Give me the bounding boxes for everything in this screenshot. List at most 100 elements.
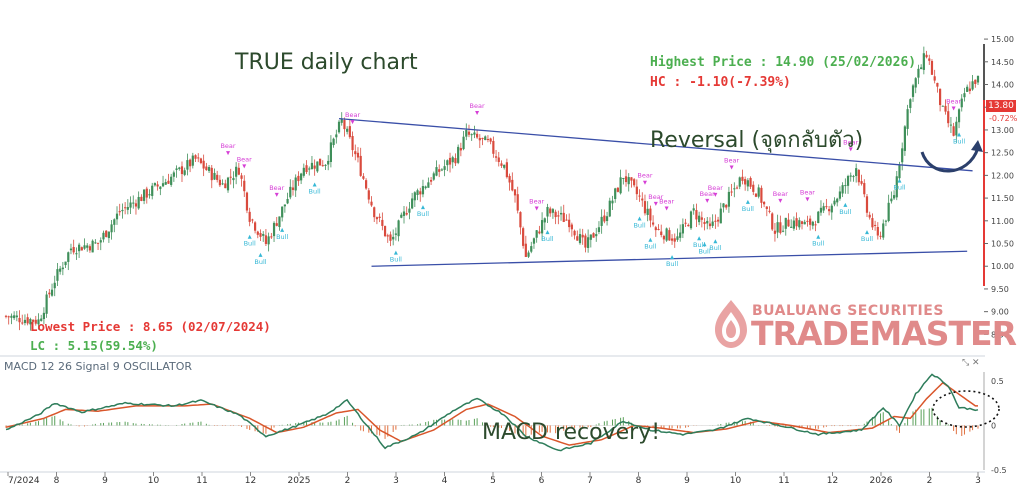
candle-body bbox=[654, 227, 657, 231]
candle-body bbox=[976, 75, 980, 83]
bull-arrow-icon bbox=[697, 236, 702, 241]
candle-body bbox=[389, 234, 392, 241]
candle-body bbox=[186, 160, 189, 170]
candle-body bbox=[944, 105, 947, 112]
candle-body bbox=[118, 211, 121, 213]
candle-body bbox=[294, 177, 297, 191]
candle-body bbox=[210, 167, 213, 181]
candle-body bbox=[351, 136, 354, 151]
candle-body bbox=[562, 212, 565, 222]
candle-body bbox=[50, 289, 54, 296]
candle-body bbox=[798, 220, 801, 228]
candle-body bbox=[86, 245, 89, 248]
candle-body bbox=[289, 186, 292, 198]
candle-body bbox=[145, 188, 148, 198]
candle-body bbox=[819, 207, 823, 213]
bear-signal-label: Bear bbox=[648, 193, 663, 201]
last-price-tag: 13.80 bbox=[986, 100, 1016, 112]
candle-body bbox=[465, 129, 468, 137]
bear-arrow-icon bbox=[778, 198, 783, 203]
candle-body bbox=[641, 198, 644, 201]
candle-body bbox=[21, 322, 24, 324]
candle-body bbox=[18, 317, 21, 323]
bear-arrow-icon bbox=[729, 165, 734, 170]
bull-signal-label: Bull bbox=[861, 235, 873, 243]
candle-body bbox=[592, 233, 595, 238]
candle-body bbox=[161, 183, 165, 187]
bull-signal-label: Bull bbox=[633, 222, 645, 230]
candle-body bbox=[738, 177, 741, 187]
candle-body bbox=[974, 79, 977, 84]
macd-tick-label: 0.5 bbox=[991, 377, 1004, 386]
candle-body bbox=[698, 215, 701, 223]
candle-body bbox=[362, 176, 365, 179]
candle-body bbox=[860, 181, 863, 184]
candle-body bbox=[243, 180, 246, 192]
bear-signal-label: Bear bbox=[269, 184, 284, 192]
bull-signal-label: Bull bbox=[709, 244, 721, 252]
candle-body bbox=[795, 218, 798, 227]
candle-body bbox=[898, 164, 901, 179]
bull-signal-label: Bull bbox=[244, 240, 256, 248]
panel-controls-icon[interactable]: ⤡ ✕ bbox=[962, 358, 980, 368]
bear-signal-label: Bear bbox=[529, 197, 544, 205]
candle-body bbox=[443, 166, 446, 170]
candle-body bbox=[370, 201, 373, 206]
candle-body bbox=[643, 201, 647, 214]
price-tick-label: 14.00 bbox=[991, 81, 1014, 90]
macd-legend: MACD 12 26 Signal 9 OSCILLATOR bbox=[4, 360, 193, 373]
candle-body bbox=[955, 121, 958, 136]
candle-body bbox=[170, 176, 173, 185]
candle-body bbox=[784, 217, 787, 229]
candle-body bbox=[462, 136, 465, 150]
candle-body bbox=[99, 240, 102, 243]
candle-body bbox=[600, 216, 603, 226]
candle-body bbox=[48, 292, 51, 295]
candle-body bbox=[581, 234, 584, 238]
candle-body bbox=[354, 151, 357, 155]
candle-body bbox=[378, 216, 381, 218]
candle-body bbox=[419, 191, 422, 195]
candle-body bbox=[679, 232, 682, 238]
candle-body bbox=[890, 198, 893, 202]
candle-body bbox=[660, 231, 663, 236]
candle-body bbox=[787, 219, 790, 227]
candle-body bbox=[776, 222, 779, 233]
candle-body bbox=[337, 121, 341, 133]
x-tick-label: 3 bbox=[975, 476, 981, 486]
candle-body bbox=[627, 177, 630, 185]
bull-arrow-icon bbox=[637, 216, 642, 221]
bear-arrow-icon bbox=[475, 111, 480, 116]
candle-body bbox=[584, 235, 587, 248]
candle-body bbox=[700, 217, 703, 220]
candle-body bbox=[148, 194, 151, 196]
candle-body bbox=[42, 312, 46, 320]
candle-body bbox=[649, 208, 652, 221]
price-tick-label: 9.00 bbox=[991, 308, 1009, 317]
candle-body bbox=[262, 234, 265, 236]
candle-body bbox=[297, 175, 300, 182]
candle-body bbox=[470, 134, 473, 136]
candle-body bbox=[316, 161, 319, 172]
x-tick-label: 2 bbox=[927, 476, 933, 486]
candle-body bbox=[489, 138, 492, 142]
candle-body bbox=[730, 191, 733, 193]
bear-arrow-icon bbox=[226, 151, 231, 156]
candle-body bbox=[381, 219, 384, 226]
candle-body bbox=[31, 319, 35, 322]
candle-body bbox=[159, 186, 162, 190]
candle-body bbox=[800, 221, 804, 224]
candle-body bbox=[635, 186, 638, 195]
x-tick-label: 12 bbox=[827, 476, 838, 486]
bull-arrow-icon bbox=[864, 230, 869, 235]
candle-body bbox=[137, 196, 140, 209]
x-tick-label: 7/2024 bbox=[8, 476, 40, 486]
candle-body bbox=[207, 167, 211, 171]
candle-body bbox=[473, 132, 476, 135]
candle-body bbox=[597, 227, 601, 232]
candle-body bbox=[446, 160, 449, 166]
candle-body bbox=[811, 221, 814, 226]
bull-signal-label: Bull bbox=[812, 240, 824, 248]
candle-body bbox=[568, 219, 571, 228]
candle-body bbox=[603, 215, 606, 222]
